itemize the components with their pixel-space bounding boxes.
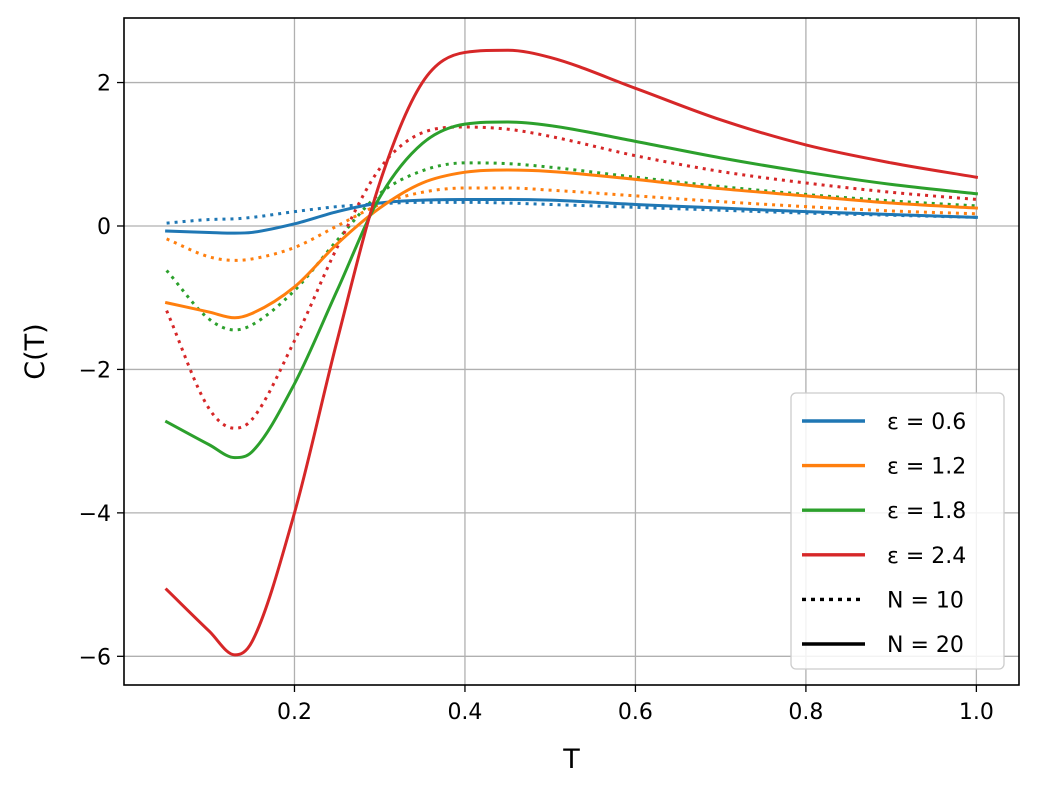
x-tick-label: 0.8 xyxy=(788,700,823,725)
series-line-0.6-N10-dotted xyxy=(166,200,977,225)
y-tick-label: 0 xyxy=(97,215,111,240)
legend: ε = 0.6 ε = 1.2 ε = 1.8 ε = 2.4 N = 10 N = 20 xyxy=(790,392,1005,670)
y-tick-label: −4 xyxy=(79,502,111,527)
series-line-2.4-N10-dotted xyxy=(165,125,977,430)
legend-label-5: N = 20 xyxy=(887,633,964,658)
y-axis-label: C(T) xyxy=(20,323,51,379)
x-tick-label: 0.4 xyxy=(447,700,482,725)
y-tick-label: −6 xyxy=(79,645,111,670)
legend-label-3: ε = 2.4 xyxy=(887,544,966,569)
legend-label-0: ε = 0.6 xyxy=(887,410,966,435)
x-tick-label: 0.6 xyxy=(618,700,653,725)
series-line-1.8-N20-solid xyxy=(164,120,979,460)
series-lines xyxy=(164,48,979,657)
y-axis-ticks: −6 −4 −2 0 2 xyxy=(79,72,124,670)
x-axis-ticks: 0.2 0.4 0.6 0.8 1.0 xyxy=(277,685,994,725)
x-axis-label: T xyxy=(562,744,580,775)
plot-frame xyxy=(123,17,1020,686)
series-line-1.2-N20-solid xyxy=(164,168,978,320)
legend-label-4: N = 10 xyxy=(887,588,964,613)
x-tick-label: 1.0 xyxy=(959,700,994,725)
y-tick-label: −2 xyxy=(79,358,111,383)
series-line-2.4-N20-solid xyxy=(164,48,979,657)
x-tick-label: 0.2 xyxy=(277,700,312,725)
legend-label-1: ε = 1.2 xyxy=(887,455,966,480)
legend-label-2: ε = 1.8 xyxy=(887,499,966,524)
series-line-0.6-N20-solid xyxy=(165,197,978,235)
y-tick-label: 2 xyxy=(97,72,111,97)
legend-box xyxy=(790,392,1005,670)
